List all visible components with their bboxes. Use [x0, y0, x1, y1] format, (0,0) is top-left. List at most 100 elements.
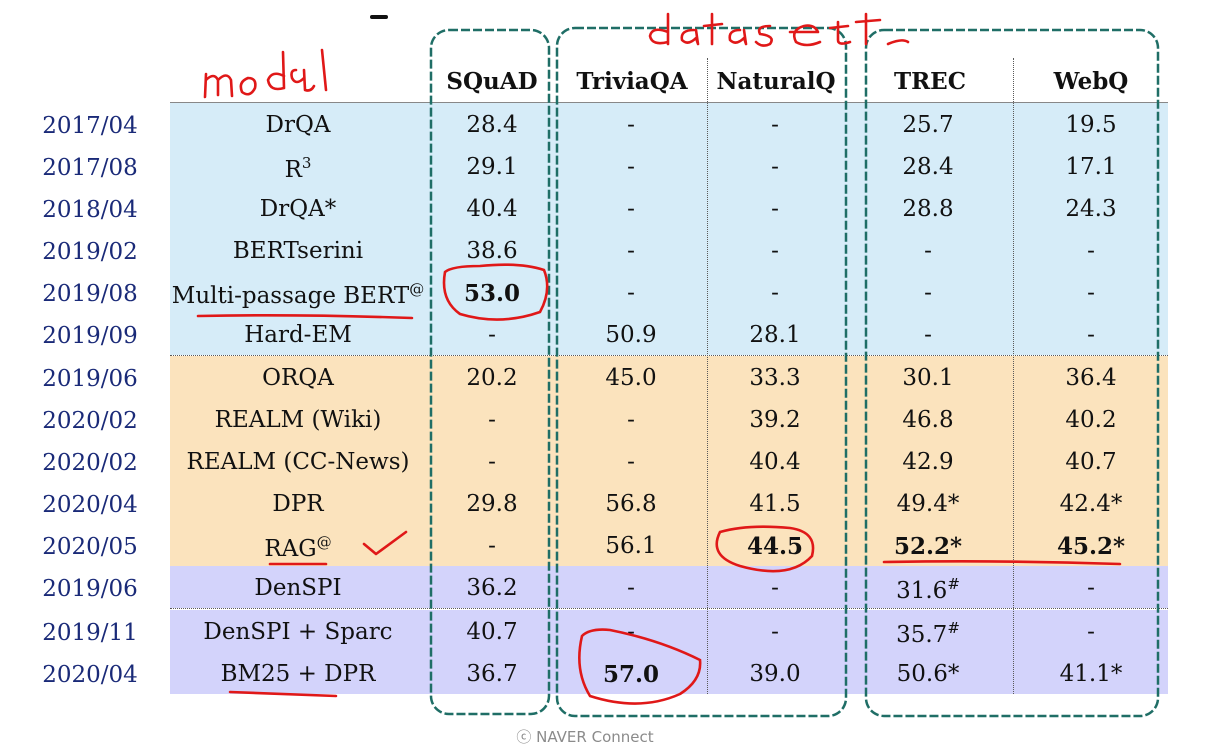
highlight-circle-triviaqa-57 — [578, 628, 702, 705]
score-cell-triviaqa: - — [627, 196, 635, 222]
score-cell-webq: 19.5 — [1065, 112, 1117, 138]
score-cell-trec: 25.7 — [902, 112, 954, 138]
model-name-cell: DrQA* — [259, 196, 337, 222]
score-cell-trec: 28.4 — [902, 154, 954, 180]
row-date: 2019/06 — [42, 576, 138, 602]
row-date: 2019/09 — [42, 323, 138, 349]
score-cell-squad: - — [488, 533, 496, 559]
underline-multi-passage-bert — [196, 314, 414, 320]
score-cell-triviaqa: - — [627, 112, 635, 138]
score-cell-trec: 35.7# — [896, 619, 960, 648]
score-cell-webq: 17.1 — [1065, 154, 1117, 180]
score-cell-naturalq: - — [771, 575, 779, 601]
score-cell-webq: 42.4* — [1059, 491, 1123, 517]
model-name-cell: BM25 + DPR — [220, 661, 376, 687]
handwritten-dataset-label — [648, 12, 910, 47]
header-divider — [170, 102, 1168, 103]
score-cell-naturalq: - — [771, 238, 779, 264]
score-cell-squad: 29.8 — [466, 491, 518, 517]
score-cell-squad: 38.6 — [466, 238, 518, 264]
header-trec: TREC — [893, 68, 967, 95]
score-cell-trec: 28.8 — [902, 196, 954, 222]
score-cell-triviaqa: - — [627, 407, 635, 433]
model-name-cell: RAG@ — [264, 533, 332, 562]
header-naturalq: NaturalQ — [716, 68, 836, 95]
score-cell-trec: - — [924, 238, 932, 264]
table-row — [170, 652, 1168, 694]
score-cell-naturalq: - — [771, 154, 779, 180]
score-cell-squad: 28.4 — [466, 112, 518, 138]
score-cell-triviaqa: 50.9 — [605, 322, 657, 348]
handwritten-model-label — [203, 48, 328, 99]
score-cell-trec: - — [924, 280, 932, 306]
header-webq: WebQ — [1053, 68, 1129, 95]
score-cell-webq: - — [1087, 238, 1095, 264]
score-cell-webq: - — [1087, 322, 1095, 348]
score-cell-webq: - — [1087, 619, 1095, 645]
highlight-circle-squad-53 — [442, 263, 549, 321]
model-name-cell: BERTserini — [232, 238, 364, 264]
score-cell-squad: 20.2 — [466, 365, 518, 391]
score-cell-trec: 46.8 — [902, 407, 954, 433]
score-cell-squad: - — [488, 407, 496, 433]
table-row — [170, 610, 1168, 652]
row-date: 2019/06 — [42, 366, 138, 392]
highlight-circle-naturalq-44 — [715, 525, 815, 573]
score-cell-trec: 31.6# — [896, 575, 960, 604]
score-cell-triviaqa: - — [627, 449, 635, 475]
table-row — [170, 313, 1168, 355]
row-date: 2020/05 — [42, 534, 138, 560]
score-cell-naturalq: 40.4 — [749, 449, 801, 475]
score-cell-webq: 24.3 — [1065, 196, 1117, 222]
score-cell-triviaqa: - — [627, 280, 635, 306]
row-date: 2019/02 — [42, 239, 138, 265]
table-row — [170, 103, 1168, 145]
model-name-cell: REALM (CC-News) — [186, 449, 410, 475]
table-row — [170, 482, 1168, 524]
trec-webq-column-outline — [864, 28, 1160, 718]
score-cell-triviaqa: 56.8 — [605, 491, 657, 517]
table-row — [170, 566, 1168, 608]
row-date: 2019/11 — [42, 620, 138, 646]
score-cell-squad: 36.2 — [466, 575, 518, 601]
table-row — [170, 398, 1168, 440]
score-cell-naturalq: 28.1 — [749, 322, 801, 348]
score-cell-triviaqa: 56.1 — [605, 533, 657, 559]
score-cell-squad: - — [488, 322, 496, 348]
check-mark-icon — [362, 530, 408, 556]
score-cell-trec: 49.4* — [896, 491, 960, 517]
score-cell-triviaqa: - — [627, 619, 635, 645]
column-divider — [1013, 58, 1014, 694]
score-cell-webq: 36.4 — [1065, 365, 1117, 391]
score-cell-trec: - — [924, 322, 932, 348]
model-name-cell: DPR — [272, 491, 324, 517]
score-cell-webq: 40.2 — [1065, 407, 1117, 433]
score-cell-webq: 40.7 — [1065, 449, 1117, 475]
row-date: 2019/08 — [42, 281, 138, 307]
score-cell-trec: 50.6* — [896, 661, 960, 687]
header-squad: SQuAD — [446, 68, 538, 95]
score-cell-webq: - — [1087, 575, 1095, 601]
model-name-cell: ORQA — [262, 365, 334, 391]
score-cell-naturalq: 39.2 — [749, 407, 801, 433]
score-cell-naturalq: - — [771, 196, 779, 222]
row-divider — [170, 355, 1168, 356]
row-date: 2018/04 — [42, 197, 138, 223]
score-cell-naturalq: 41.5 — [749, 491, 801, 517]
model-name-cell: REALM (Wiki) — [214, 407, 382, 433]
score-cell-squad: 36.7 — [466, 661, 518, 687]
score-cell-triviaqa: 57.0 — [602, 661, 660, 688]
column-divider — [707, 58, 708, 694]
score-cell-webq: - — [1087, 280, 1095, 306]
score-cell-triviaqa: 45.0 — [605, 365, 657, 391]
score-cell-trec: 52.2* — [893, 533, 963, 560]
table-row — [170, 271, 1168, 313]
score-cell-naturalq: 39.0 — [749, 661, 801, 687]
score-cell-naturalq: 33.3 — [749, 365, 801, 391]
underline-bm25-dpr — [228, 690, 338, 698]
model-name-cell: R3 — [284, 154, 312, 183]
model-name-cell: Multi-passage BERT@ — [171, 280, 425, 309]
triviaqa-naturalq-column-outline — [555, 26, 848, 718]
table-row — [170, 356, 1168, 398]
score-cell-squad: 53.0 — [463, 280, 521, 307]
